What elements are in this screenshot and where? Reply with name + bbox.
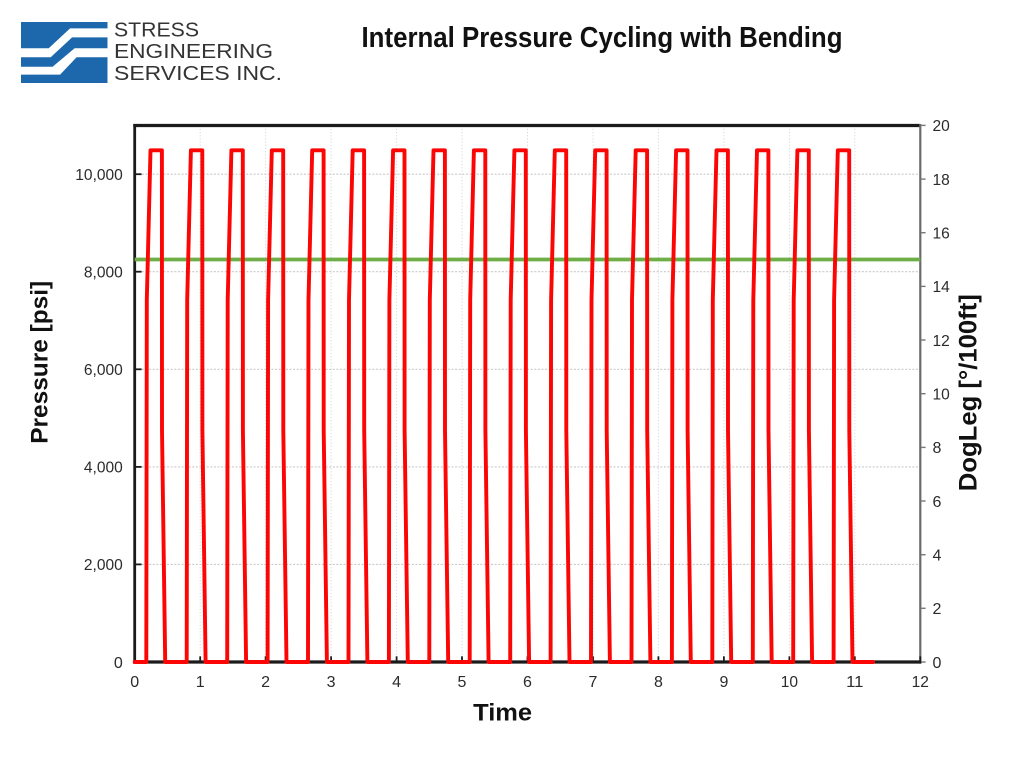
svg-text:10: 10 — [933, 387, 950, 404]
svg-text:SERVICES INC.: SERVICES INC. — [114, 62, 282, 85]
svg-text:STRESS: STRESS — [114, 18, 199, 41]
svg-text:10: 10 — [781, 674, 798, 691]
svg-text:11: 11 — [846, 674, 863, 691]
svg-text:16: 16 — [933, 226, 950, 243]
svg-text:3: 3 — [327, 674, 336, 691]
svg-text:6: 6 — [933, 494, 942, 511]
svg-text:0: 0 — [130, 674, 139, 691]
svg-text:9: 9 — [719, 674, 728, 691]
svg-text:10,000: 10,000 — [75, 167, 123, 184]
svg-text:2: 2 — [261, 674, 270, 691]
svg-text:Time: Time — [473, 700, 532, 727]
svg-text:2: 2 — [933, 601, 942, 618]
svg-text:Internal Pressure Cycling with: Internal Pressure Cycling with Bending — [362, 22, 843, 54]
svg-text:12: 12 — [933, 333, 950, 350]
svg-text:1: 1 — [196, 674, 205, 691]
svg-text:4: 4 — [392, 674, 401, 691]
svg-text:8: 8 — [933, 440, 942, 457]
svg-text:4: 4 — [933, 548, 942, 565]
svg-text:Pressure [psi]: Pressure [psi] — [26, 281, 53, 444]
svg-text:14: 14 — [933, 279, 950, 296]
svg-text:7: 7 — [589, 674, 598, 691]
svg-text:2,000: 2,000 — [84, 557, 123, 574]
svg-text:0: 0 — [933, 655, 942, 672]
svg-text:0: 0 — [114, 655, 123, 672]
svg-text:20: 20 — [933, 118, 950, 135]
svg-text:DogLeg [°/100ft]: DogLeg [°/100ft] — [955, 294, 983, 491]
svg-text:8: 8 — [654, 674, 663, 691]
svg-text:6,000: 6,000 — [84, 362, 123, 379]
svg-text:12: 12 — [912, 674, 929, 691]
svg-text:ENGINEERING: ENGINEERING — [114, 40, 273, 63]
svg-text:8,000: 8,000 — [84, 265, 123, 282]
svg-text:6: 6 — [523, 674, 532, 691]
svg-text:18: 18 — [933, 172, 950, 189]
svg-text:5: 5 — [458, 674, 467, 691]
svg-text:4,000: 4,000 — [84, 460, 123, 477]
